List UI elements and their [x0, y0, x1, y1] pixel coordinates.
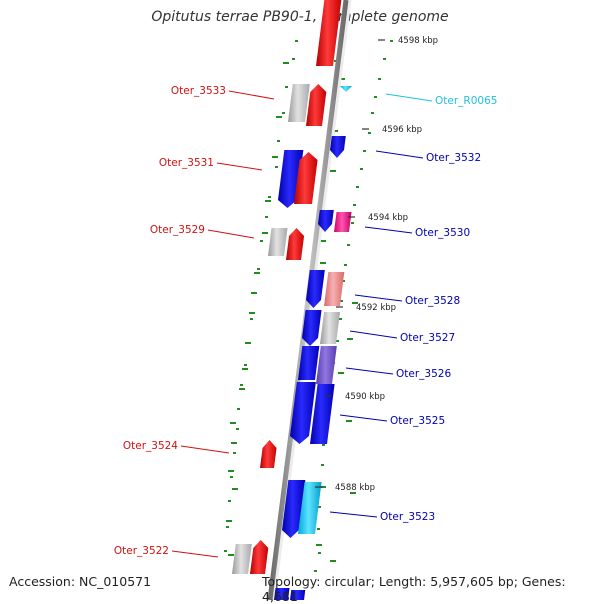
gene-block-oter-3530-pink[interactable]: [334, 212, 352, 232]
gene-block-oter-3529[interactable]: [286, 228, 305, 260]
gene-block-oter-3527[interactable]: [302, 310, 322, 346]
gene-block-bottom-b[interactable]: [290, 590, 306, 600]
map-title: Opitutus terrae PB90-1, complete genome: [151, 9, 449, 25]
gene-leader-line: [364, 226, 413, 234]
scale-tick-label: 4596 kbp: [382, 125, 422, 135]
gene-block-oter-3531[interactable]: [294, 152, 318, 204]
gene-block-oter-3526[interactable]: [298, 346, 320, 380]
gene-block-oter-3533-pseudo[interactable]: [288, 84, 310, 122]
accession-text: Accession: NC_010571: [9, 574, 152, 589]
gene-block-top[interactable]: [316, 0, 342, 66]
gene-block-oter-3526-purple[interactable]: [316, 346, 337, 384]
gene-labels: Oter_3533 Oter_R0065 Oter_3532 Oter_3531 Ote…: [114, 85, 497, 558]
gene-label[interactable]: Oter_3527: [400, 332, 455, 344]
gene-label[interactable]: Oter_3532: [426, 152, 481, 164]
gene-block-oter-3532[interactable]: [330, 136, 346, 158]
gene-leader-line: [329, 511, 378, 518]
gene-block-oter-3525[interactable]: [290, 382, 316, 444]
gene-block-oter-3525b[interactable]: [310, 384, 335, 444]
scale-tick-label: 4590 kbp: [345, 392, 385, 402]
gene-label[interactable]: Oter_3525: [390, 415, 445, 427]
gene-block-oter-3523-cyan[interactable]: [298, 482, 322, 534]
scale-ticks: 4598 kbp 4596 kbp 4594 kbp 4592 kbp 4590 kbp…: [315, 36, 438, 493]
gene-label[interactable]: Oter_3526: [396, 368, 451, 380]
gene-leader-line: [345, 367, 394, 375]
gene-block-oter-3524[interactable]: [260, 440, 277, 468]
gene-label[interactable]: Oter_3524: [123, 440, 178, 452]
gene-label[interactable]: Oter_3523: [380, 511, 435, 523]
gene-block-oter-3522[interactable]: [250, 540, 269, 574]
scale-tick-label: 4592 kbp: [356, 303, 396, 313]
gene-label[interactable]: Oter_3530: [415, 227, 470, 239]
scale-tick-label: 4598 kbp: [398, 36, 438, 46]
gene-label[interactable]: Oter_R0065: [435, 95, 497, 107]
gc-content-track: [224, 40, 393, 572]
gene-block-oter-3533[interactable]: [306, 84, 327, 126]
gene-block-oter-r0065[interactable]: [340, 86, 352, 92]
gene-block-oter-3530[interactable]: [318, 210, 334, 232]
gene-leader-line: [385, 93, 433, 102]
gene-block-oter-3529-pseudo[interactable]: [268, 228, 288, 256]
gene-leader-line: [354, 294, 403, 302]
gene-leader-line: [207, 229, 255, 239]
scale-tick-label: 4594 kbp: [368, 213, 408, 223]
gene-leader-line: [339, 414, 388, 422]
gene-leader-line: [375, 150, 424, 159]
gene-label[interactable]: Oter_3528: [405, 295, 460, 307]
gene-block-oter-3522-pseudo[interactable]: [232, 544, 252, 574]
gene-track: [232, 0, 352, 600]
gene-leader-line: [216, 162, 263, 171]
gene-block-oter-3528[interactable]: [324, 272, 345, 306]
gene-leader-line: [228, 90, 275, 100]
gene-label[interactable]: Oter_3531: [159, 157, 214, 169]
gene-block-oter-3528-reverse[interactable]: [306, 270, 325, 308]
gene-block-bottom-a[interactable]: [274, 588, 290, 600]
gene-leader-line: [171, 550, 219, 558]
gene-label[interactable]: Oter_3522: [114, 545, 169, 557]
scale-tick-label: 4588 kbp: [335, 483, 375, 493]
gene-leader-line: [180, 445, 230, 454]
gene-label[interactable]: Oter_3529: [150, 224, 205, 236]
gene-leader-line: [349, 330, 398, 339]
gene-block-oter-3527-pseudo[interactable]: [320, 312, 341, 344]
gene-label[interactable]: Oter_3533: [171, 85, 226, 97]
